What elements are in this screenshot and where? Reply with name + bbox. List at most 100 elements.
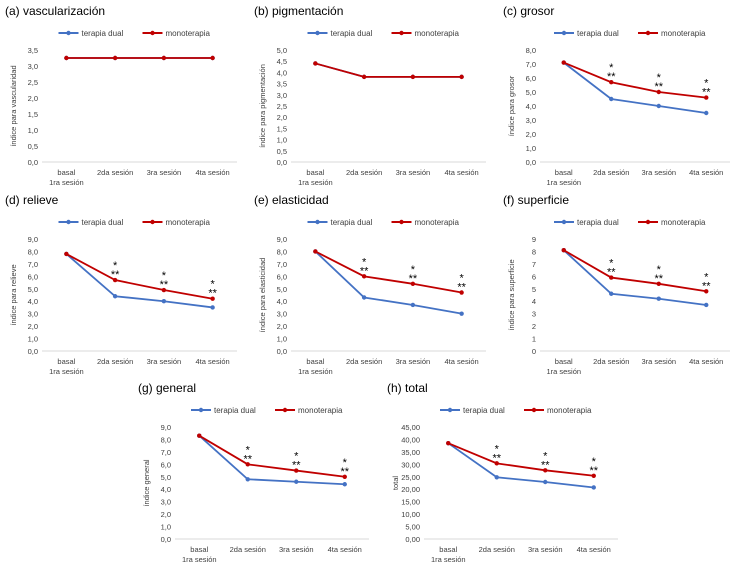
legend-marker-mono — [399, 219, 404, 225]
y-tick-label: 0,0 — [526, 158, 536, 167]
legend-marker-dual — [66, 219, 71, 225]
data-point-mono — [361, 274, 367, 279]
y-tick-label: 4,0 — [277, 297, 287, 306]
y-tick-label: 7 — [532, 260, 536, 269]
y-tick-label: 0,0 — [28, 158, 38, 167]
y-tick-label: 4,0 — [526, 102, 536, 111]
legend-label-dual: terapia dual — [577, 218, 619, 227]
legend-label-mono: monoterapia — [547, 406, 592, 415]
chart-title: (e) elasticidad — [254, 193, 329, 207]
significance-marker: ** — [702, 280, 711, 292]
y-tick-label: 9,0 — [277, 235, 287, 244]
legend-marker-mono — [531, 407, 537, 413]
y-tick-label: 2,0 — [526, 130, 536, 139]
data-point-mono — [313, 61, 318, 66]
data-point-dual — [609, 96, 614, 102]
x-tick-label: basal 1ra sesión — [298, 357, 333, 376]
significance-marker: * — [495, 443, 500, 455]
y-tick-label: 1,5 — [277, 124, 287, 133]
y-tick-label: 3,0 — [28, 62, 38, 71]
y-tick-label: 8,0 — [277, 247, 287, 256]
legend-label-dual: terapia dual — [82, 29, 124, 38]
x-tick-label: 4ta sesión — [577, 545, 611, 554]
data-point-dual — [591, 485, 596, 490]
y-tick-label: 1,5 — [28, 110, 38, 119]
y-tick-label: 5,0 — [161, 473, 171, 482]
chart-title: (h) total — [387, 381, 428, 395]
x-tick-label: 4ta sesión — [689, 357, 723, 366]
chart-panel: (a) vascularización terapia dual monoterap… — [5, 4, 237, 187]
series-line-mono — [563, 249, 707, 293]
x-tick-label: 2da sesión — [230, 545, 266, 554]
y-tick-label: 1,0 — [277, 136, 287, 145]
y-tick-label: 8,0 — [526, 46, 536, 55]
y-tick-label: 6,0 — [28, 272, 38, 281]
y-tick-label: 4,5 — [277, 57, 287, 66]
data-point-mono — [210, 55, 215, 61]
y-tick-label: 8,0 — [161, 435, 171, 444]
legend-marker-mono — [645, 219, 651, 225]
legend-label-mono: monoterapia — [298, 406, 343, 415]
data-point-dual — [245, 477, 250, 482]
y-tick-label: 20,00 — [401, 485, 420, 494]
y-tick-label: 2,0 — [28, 94, 38, 103]
significance-marker: * — [543, 450, 548, 462]
y-axis-label: índice para grosor — [507, 75, 516, 136]
significance-marker: * — [592, 456, 597, 468]
significance-marker: * — [704, 78, 709, 90]
y-tick-label: 2,5 — [277, 102, 287, 111]
data-point-mono — [64, 251, 69, 257]
significance-marker: * — [362, 256, 367, 268]
legend-label-mono: monoterapia — [166, 218, 211, 227]
data-point-dual — [342, 482, 347, 487]
chart-panel: (h) total terapia dual monoterapia total 0,0… — [387, 381, 618, 564]
significance-marker: * — [459, 273, 464, 285]
significance-marker: ** — [654, 81, 663, 93]
legend-label-mono: monoterapia — [661, 29, 706, 38]
chart-panel: (d) relieve terapia dual monoterapia índice… — [5, 193, 237, 376]
legend-marker-mono — [150, 30, 155, 36]
y-tick-label: 2,0 — [277, 322, 287, 331]
y-tick-label: 9,0 — [161, 423, 171, 432]
series-line-mono — [198, 434, 345, 478]
significance-marker: ** — [243, 453, 252, 465]
significance-marker: ** — [409, 273, 418, 285]
data-point-mono — [704, 289, 709, 294]
y-tick-label: 1,0 — [28, 126, 38, 135]
legend-label-dual: terapia dual — [463, 406, 505, 415]
data-point-mono — [494, 461, 499, 466]
significance-marker: ** — [589, 465, 598, 477]
legend-marker-mono — [150, 219, 155, 225]
data-point-dual — [656, 103, 661, 109]
series-line-mono — [563, 61, 707, 99]
chart-panel: (f) superficie terapia dual monoterapia índ… — [503, 193, 730, 376]
significance-marker: * — [343, 457, 348, 469]
y-tick-label: 2,0 — [28, 322, 38, 331]
y-tick-label: 3 — [532, 310, 536, 319]
data-point-dual — [543, 479, 548, 485]
data-point-dual — [704, 302, 709, 308]
y-tick-label: 6 — [532, 272, 536, 281]
chart-title: (a) vascularización — [5, 4, 105, 18]
x-tick-label: basal 1ra sesión — [49, 357, 84, 376]
data-point-dual — [494, 475, 499, 480]
chart-title: (f) superficie — [503, 193, 569, 207]
legend-label-mono: monoterapia — [661, 218, 706, 227]
significance-marker: * — [162, 270, 167, 282]
y-tick-label: 6,0 — [161, 460, 171, 469]
y-tick-label: 1 — [532, 335, 536, 344]
y-tick-label: 7,0 — [161, 448, 171, 457]
y-tick-label: 5 — [532, 285, 536, 294]
legend-label-dual: terapia dual — [331, 29, 373, 38]
data-point-mono — [656, 89, 661, 95]
y-tick-label: 0,0 — [277, 158, 287, 167]
y-tick-label: 5,0 — [526, 88, 536, 97]
x-tick-label: 3ra sesión — [396, 357, 431, 366]
x-tick-label: basal 1ra sesión — [298, 168, 333, 187]
series-line-dual — [314, 250, 462, 315]
y-tick-label: 8,0 — [28, 247, 38, 256]
significance-marker: * — [609, 62, 614, 74]
data-point-mono — [561, 60, 566, 65]
y-tick-label: 3,5 — [28, 46, 38, 55]
